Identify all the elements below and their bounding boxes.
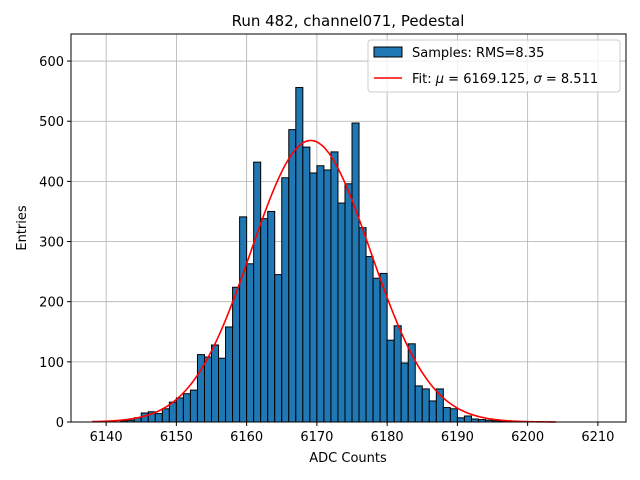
histogram-bar (421, 388, 430, 423)
histogram-bar (463, 415, 472, 423)
legend-box (367, 39, 621, 93)
x-tick-label: 6170 (300, 430, 333, 445)
histogram-bar (323, 169, 332, 423)
histogram-bar (211, 344, 220, 423)
histogram-bar (225, 326, 234, 423)
histogram-bar (365, 256, 374, 423)
x-tick-label: 6210 (581, 430, 614, 445)
histogram-bar (274, 274, 283, 423)
histogram-bar (189, 389, 198, 423)
y-axis-label: Entries (15, 205, 30, 251)
x-tick-label: 6140 (90, 430, 123, 445)
x-tick-label: 6160 (230, 430, 263, 445)
legend-histogram-label: Samples: RMS=8.35 (412, 46, 544, 61)
histogram-bar (175, 397, 184, 423)
histogram-bar (456, 417, 465, 423)
histogram-bar (239, 216, 248, 423)
histogram-bar (253, 161, 262, 423)
x-axis-ticks: 6140 6150 6160 6170 6180 6190 6200 6210 (90, 422, 614, 445)
histogram-bar (218, 357, 227, 423)
legend-fit-mu-value: = 6169.125, (444, 72, 533, 87)
legend-histogram-swatch (373, 46, 403, 58)
histogram-bar (288, 129, 297, 423)
histogram-bar (281, 177, 290, 423)
histogram-bar (154, 413, 163, 423)
legend-fit-prefix: Fit: (412, 72, 436, 87)
histogram-bar (449, 408, 458, 423)
histogram-bar (246, 263, 255, 423)
histogram-bar (358, 227, 367, 423)
x-tick-label: 6180 (371, 430, 404, 445)
legend-fit-sigma-value: = 8.511 (542, 72, 598, 87)
histogram-bar (295, 87, 304, 423)
histogram-bar (302, 146, 311, 423)
histogram-bar (267, 210, 276, 423)
histogram-bar (330, 151, 339, 423)
y-tick-label: 600 (39, 55, 64, 70)
histogram-bar (386, 339, 395, 423)
legend-fit-label: Fit: μ = 6169.125, σ = 8.511 (412, 72, 598, 87)
y-tick-label: 500 (39, 115, 64, 130)
y-tick-label: 400 (39, 175, 64, 190)
y-tick-label: 0 (56, 416, 64, 431)
histogram-bar (232, 286, 241, 423)
y-tick-label: 200 (39, 296, 64, 311)
x-tick-label: 6190 (441, 430, 474, 445)
histogram-bar (344, 183, 353, 423)
histogram-bar (372, 277, 381, 423)
x-axis-label: ADC Counts (309, 451, 387, 466)
y-tick-label: 100 (39, 356, 64, 371)
histogram-bar (393, 325, 402, 423)
histogram-bar (316, 165, 325, 423)
histogram-bar (309, 172, 318, 423)
histogram-bar (182, 393, 191, 423)
histogram-bar (260, 218, 269, 423)
histogram-bar (337, 202, 346, 423)
histogram-bar (428, 400, 437, 423)
histogram-bar (351, 122, 360, 423)
histogram-bar (203, 356, 213, 423)
histogram-bar (414, 385, 423, 423)
plot-frame (70, 33, 627, 423)
histogram-bar (442, 407, 451, 423)
x-tick-label: 6150 (160, 430, 193, 445)
legend: Samples: RMS=8.35 Fit: μ = 6169.125, σ =… (367, 39, 621, 93)
fit-curve (92, 139, 556, 423)
histogram-bar (168, 401, 177, 423)
legend-fit-mu-symbol: μ (435, 72, 444, 87)
legend-fit-sigma-symbol: σ (534, 72, 543, 87)
chart-title: Run 482, channel071, Pedestal (232, 12, 465, 30)
x-tick-label: 6200 (511, 430, 544, 445)
y-tick-label: 300 (39, 236, 64, 251)
histogram-bar (400, 362, 409, 423)
y-axis-ticks: 0 100 200 300 400 500 600 (39, 55, 71, 431)
histogram-bar (161, 408, 170, 423)
histogram-bars (119, 87, 508, 423)
